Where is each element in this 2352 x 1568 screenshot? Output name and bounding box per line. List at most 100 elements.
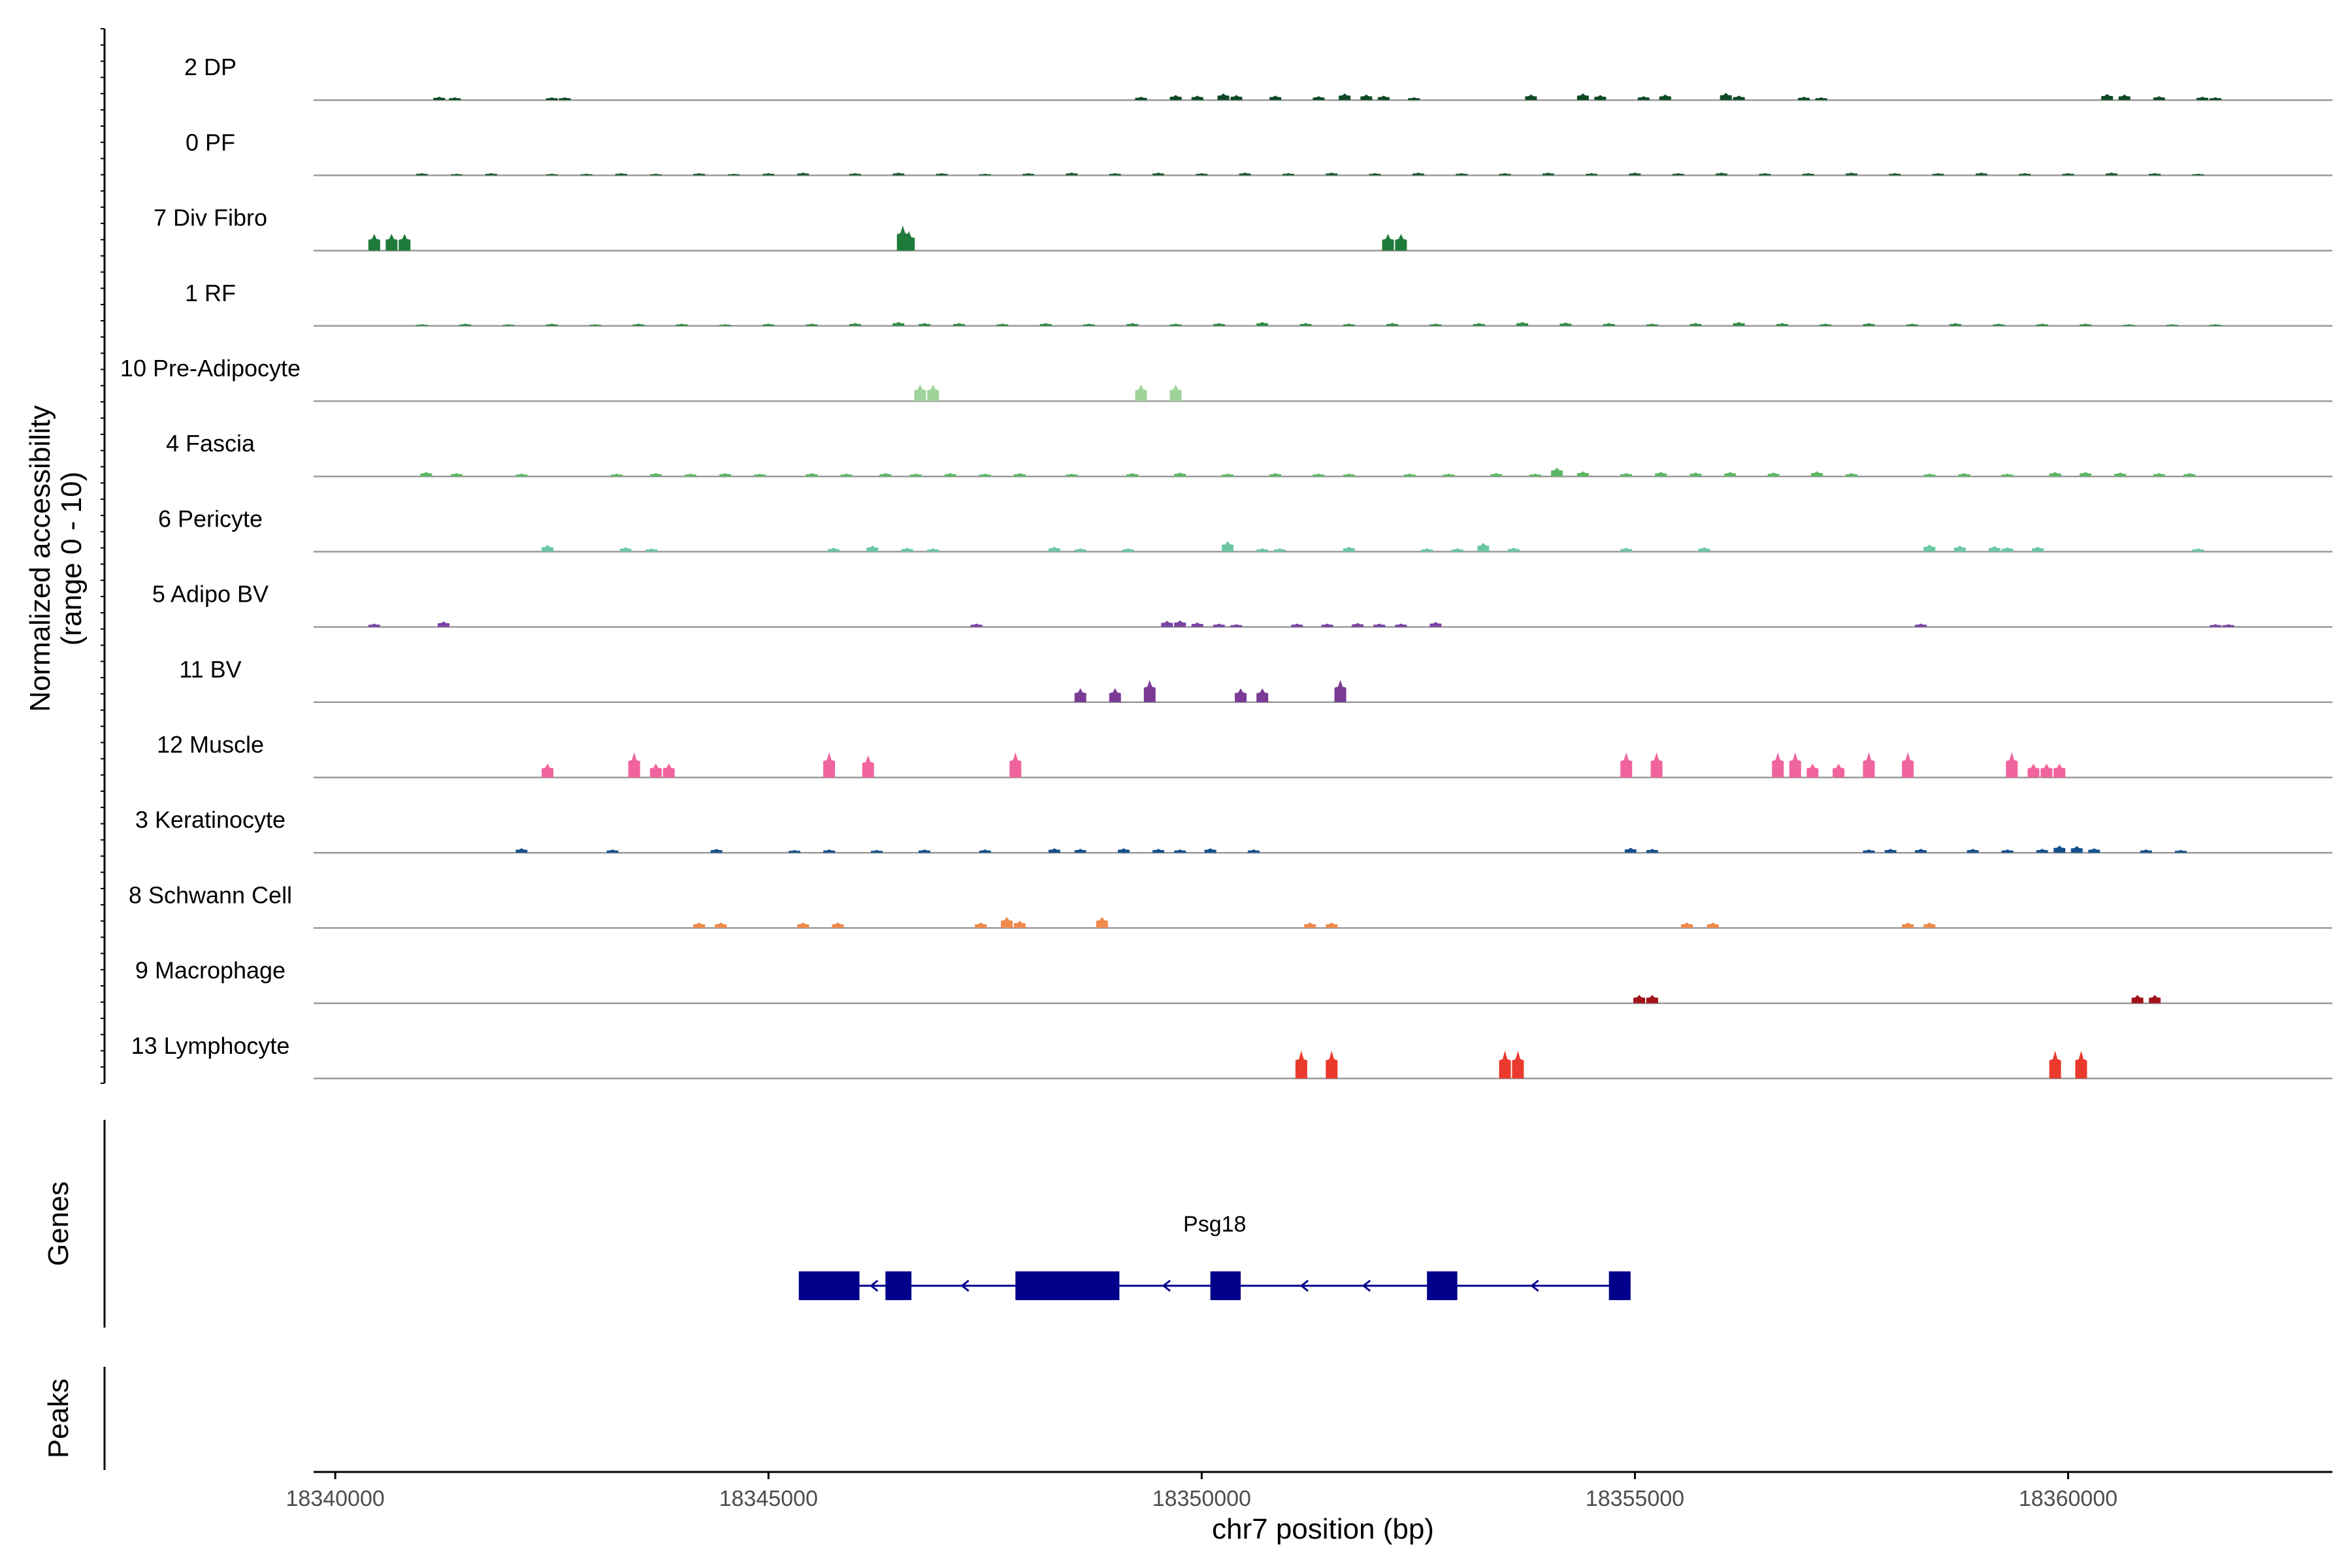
coverage-peak bbox=[515, 848, 528, 853]
coverage-peak bbox=[862, 755, 874, 777]
coverage-peak bbox=[1915, 849, 1927, 853]
coverage-peak bbox=[1230, 624, 1243, 627]
coverage-peak bbox=[1074, 849, 1086, 853]
coverage-peak bbox=[1313, 473, 1325, 477]
coverage-peak bbox=[1135, 384, 1147, 401]
coverage-peak bbox=[909, 473, 922, 477]
coverage-peak bbox=[1048, 848, 1060, 853]
coverage-peak bbox=[1343, 546, 1355, 552]
coverage-peak bbox=[1863, 752, 1875, 777]
coverage-peak bbox=[450, 173, 463, 176]
coverage-peak bbox=[1013, 921, 1026, 928]
coverage-peak bbox=[1923, 544, 1936, 552]
coverage-peak bbox=[1646, 994, 1658, 1004]
coverage-peak bbox=[1456, 172, 1468, 176]
coverage-peak bbox=[2070, 845, 2083, 853]
track: 12 Muscle bbox=[157, 731, 2332, 779]
track-label: 10 Pre-Adipocyte bbox=[120, 355, 301, 382]
x-tick-label: 18340000 bbox=[286, 1486, 385, 1511]
coverage-peak bbox=[1256, 321, 1269, 326]
coverage-peak bbox=[2001, 547, 2014, 552]
coverage-peak bbox=[684, 473, 696, 477]
coverage-peak bbox=[1707, 922, 1719, 928]
genes-axis-title: Genes bbox=[42, 1181, 74, 1266]
coverage-peak bbox=[1516, 321, 1529, 326]
coverage-peak bbox=[1884, 849, 1897, 853]
coverage-peak bbox=[1256, 548, 1269, 552]
coverage-peak bbox=[2075, 1051, 2087, 1079]
coverage-peak bbox=[1213, 323, 1225, 326]
coverage-peak bbox=[1143, 679, 1156, 702]
x-tick-label: 18360000 bbox=[2019, 1486, 2117, 1511]
coverage-peak bbox=[918, 849, 930, 853]
coverage-peak bbox=[1429, 323, 1442, 326]
coverage-peak bbox=[1152, 172, 1165, 176]
coverage-peak bbox=[1000, 917, 1013, 928]
coverage-peak bbox=[2049, 1051, 2061, 1079]
coverage-peak bbox=[1620, 752, 1633, 777]
coverage-peak bbox=[2053, 763, 2066, 777]
coverage-peak bbox=[1360, 94, 1373, 101]
coverage-peak bbox=[2049, 472, 2061, 477]
gene-exon bbox=[798, 1271, 860, 1300]
coverage-peak bbox=[2019, 172, 2031, 176]
strand-arrow bbox=[1299, 1279, 1309, 1292]
coverage-peak bbox=[953, 323, 966, 326]
coverage-peak bbox=[1395, 623, 1407, 627]
coverage-peak bbox=[437, 621, 449, 627]
coverage-peak bbox=[1767, 472, 1780, 477]
coverage-peak bbox=[1499, 172, 1511, 176]
coverage-peak bbox=[2209, 97, 2221, 101]
track: 0 PF bbox=[186, 129, 2332, 176]
x-axis-title: chr7 position (bp) bbox=[1212, 1513, 1434, 1545]
coverage-peak bbox=[901, 547, 913, 552]
coverage-peak bbox=[1490, 473, 1503, 477]
coverage-peak bbox=[753, 473, 766, 477]
coverage-peak bbox=[450, 473, 463, 477]
coverage-peak bbox=[1499, 1051, 1511, 1079]
coverage-peak bbox=[1022, 172, 1035, 176]
coverage-peak bbox=[1993, 323, 2005, 326]
coverage-peak bbox=[1269, 95, 1282, 101]
coverage-peak bbox=[385, 234, 398, 251]
coverage-peak bbox=[2062, 172, 2074, 176]
coverage-peak bbox=[2006, 752, 2018, 777]
coverage-peak bbox=[2080, 472, 2092, 477]
coverage-peak bbox=[849, 172, 861, 176]
gene-exon bbox=[1609, 1271, 1631, 1300]
y-axis-title-line2: (range 0 - 10) bbox=[56, 472, 88, 646]
coverage-peak bbox=[2174, 849, 2187, 853]
coverage-peak bbox=[1326, 922, 1338, 928]
coverage-peak bbox=[399, 234, 411, 251]
coverage-peak bbox=[2088, 848, 2100, 853]
coverage-peak bbox=[1421, 548, 1433, 552]
coverage-peak bbox=[368, 623, 380, 627]
coverage-peak bbox=[1343, 323, 1355, 326]
coverage-peak bbox=[459, 323, 472, 326]
coverage-peak bbox=[1988, 546, 2001, 552]
coverage-peak bbox=[1247, 849, 1260, 853]
track: 2 DP bbox=[184, 54, 2332, 101]
coverage-peak bbox=[559, 97, 571, 101]
coverage-peak bbox=[927, 548, 939, 552]
track-label: 13 Lymphocyte bbox=[131, 1032, 290, 1059]
coverage-peak bbox=[1798, 97, 1810, 101]
coverage-peak bbox=[979, 473, 991, 477]
coverage-peak bbox=[979, 173, 991, 176]
track-label: 4 Fascia bbox=[166, 430, 255, 457]
coverage-peak bbox=[1646, 849, 1658, 853]
coverage-peak bbox=[1551, 467, 1563, 477]
coverage-peak bbox=[649, 473, 662, 477]
coverage-peak bbox=[823, 849, 836, 853]
x-tick-label: 18355000 bbox=[1586, 1486, 1684, 1511]
coverage-peak bbox=[2114, 472, 2127, 477]
coverage-peak bbox=[628, 752, 640, 777]
track: 3 Keratinocyte bbox=[135, 806, 2332, 854]
coverage-peak bbox=[1382, 234, 1394, 251]
coverage-peak bbox=[1213, 623, 1225, 627]
coverage-peak bbox=[970, 623, 983, 627]
coverage-peak bbox=[1672, 172, 1684, 176]
track-label: 12 Muscle bbox=[157, 731, 264, 758]
coverage-peak bbox=[1680, 922, 1693, 928]
